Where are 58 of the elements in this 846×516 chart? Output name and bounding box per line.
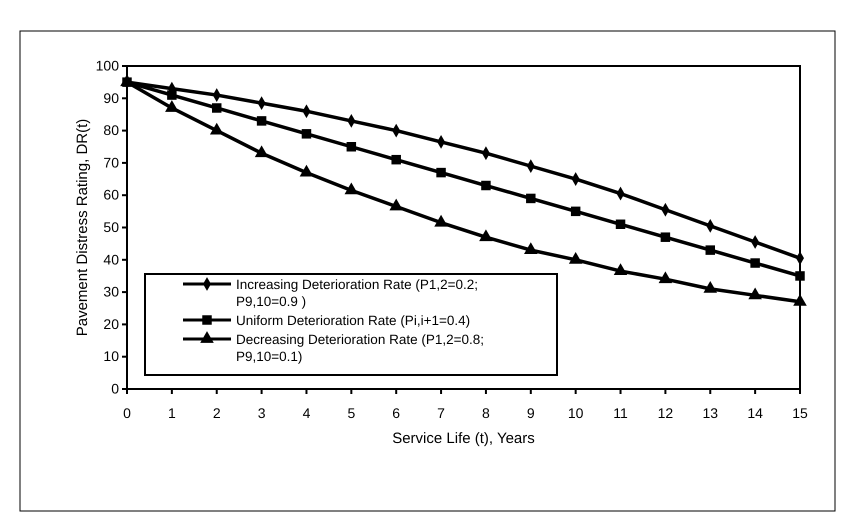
y-tick-label: 90 (103, 90, 120, 106)
x-tick-label: 15 (792, 404, 808, 421)
y-tick-label: 100 (96, 57, 120, 74)
x-tick-label: 5 (347, 404, 356, 421)
point (526, 194, 536, 204)
point (167, 90, 177, 100)
point (481, 180, 491, 190)
x-tick-label: 12 (658, 404, 674, 421)
point (795, 271, 805, 281)
x-tick-label: 6 (392, 404, 400, 421)
point (658, 271, 672, 284)
x-tick-label: 3 (258, 404, 266, 421)
point (570, 206, 580, 216)
x-tick-label: 8 (482, 404, 490, 421)
legend-label: Decreasing Deterioration Rate (P1,2=0.8; P9,10=0.1) (236, 332, 484, 364)
y-tick-label: 50 (103, 218, 120, 235)
x-tick-label: 1 (168, 404, 176, 421)
x-axis-title: Service Life (t), Years (392, 430, 535, 447)
x-tick-label: 13 (702, 404, 718, 421)
point (616, 220, 626, 230)
point (660, 232, 670, 242)
point (212, 103, 222, 113)
y-tick-label: 30 (103, 284, 120, 300)
point (389, 198, 403, 210)
x-tick-label: 4 (302, 404, 311, 421)
x-tick-label: 10 (568, 404, 584, 421)
legend-label: Increasing Deterioration Rate (P1,2=0.2; P9,10=0.9 ) (236, 277, 478, 309)
legend-label: Uniform Deterioration Rate (Pi,i+1=0.4) (236, 313, 470, 328)
point (302, 129, 312, 139)
x-tick-label: 2 (212, 404, 221, 421)
point (750, 258, 760, 268)
point (524, 242, 538, 254)
y-tick-label: 10 (103, 348, 120, 364)
point (793, 294, 807, 306)
point (434, 214, 448, 227)
point (703, 281, 718, 293)
x-tick-label: 9 (526, 404, 535, 421)
y-tick-label: 60 (103, 186, 120, 203)
point (568, 252, 582, 264)
x-tick-label: 0 (123, 404, 132, 421)
point (748, 287, 762, 300)
point (614, 263, 628, 276)
y-tick-label: 20 (103, 316, 120, 332)
x-tick-label: 11 (613, 404, 628, 421)
y-tick-label: 80 (103, 122, 120, 138)
point (436, 168, 446, 178)
x-tick-label: 14 (747, 404, 764, 421)
point (344, 182, 358, 194)
y-tick-label: 0 (111, 380, 120, 396)
x-tick-label: 7 (437, 404, 446, 421)
point (256, 116, 266, 126)
point (479, 229, 493, 242)
y-tick-label: 40 (103, 251, 120, 268)
y-tick-label: 70 (103, 154, 120, 170)
point (346, 142, 356, 152)
point (391, 154, 401, 164)
y-axis-title: Pavement Distress Rating, DR(t) (74, 118, 91, 336)
point (706, 245, 716, 255)
